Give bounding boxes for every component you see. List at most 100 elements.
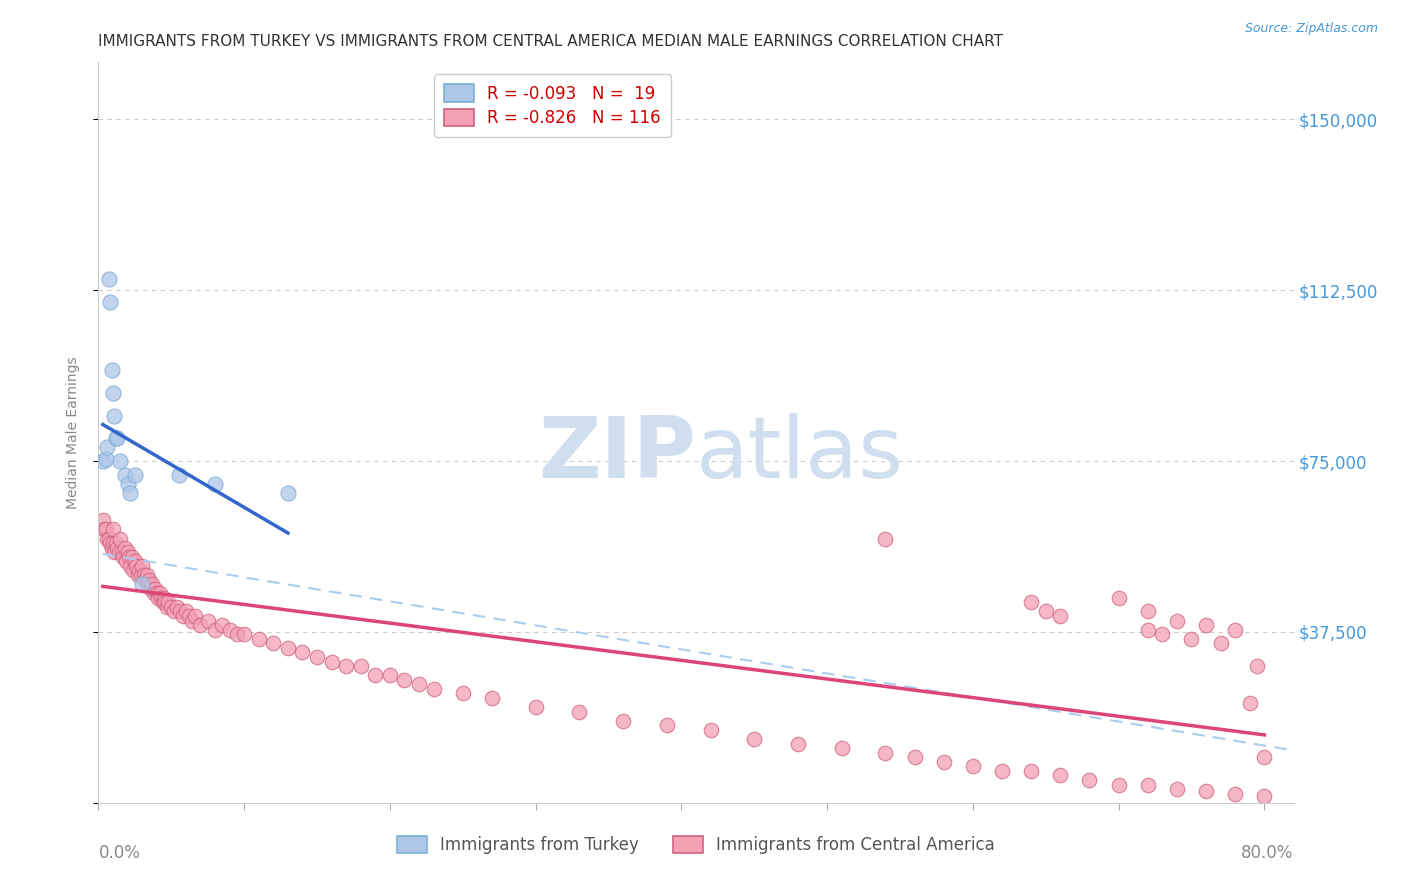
Text: Source: ZipAtlas.com: Source: ZipAtlas.com	[1244, 22, 1378, 36]
Point	[1108, 778, 1130, 792]
Point	[101, 536, 124, 550]
Point	[150, 591, 173, 605]
Point	[149, 586, 172, 600]
Point	[204, 623, 226, 637]
Point	[197, 614, 219, 628]
Point	[1152, 627, 1174, 641]
Point	[110, 532, 132, 546]
Point	[94, 451, 117, 466]
Point	[408, 677, 430, 691]
Point	[124, 467, 146, 482]
Legend: Immigrants from Turkey, Immigrants from Central America: Immigrants from Turkey, Immigrants from …	[391, 830, 1001, 861]
Point	[117, 545, 139, 559]
Point	[131, 558, 153, 573]
Point	[101, 523, 124, 537]
Point	[903, 750, 925, 764]
Point	[131, 577, 153, 591]
Point	[124, 554, 146, 568]
Point	[1166, 782, 1188, 797]
Point	[1253, 750, 1275, 764]
Point	[111, 545, 134, 559]
Point	[1108, 591, 1130, 605]
Point	[262, 636, 284, 650]
Point	[305, 650, 328, 665]
Point	[114, 541, 136, 555]
Text: 0.0%: 0.0%	[98, 844, 141, 862]
Point	[277, 640, 299, 655]
Point	[141, 577, 163, 591]
Point	[1195, 618, 1218, 632]
Point	[174, 604, 197, 618]
Point	[451, 686, 474, 700]
Point	[128, 564, 150, 578]
Point	[204, 476, 226, 491]
Point	[225, 627, 247, 641]
Point	[98, 294, 121, 309]
Point	[114, 467, 136, 482]
Point	[233, 627, 256, 641]
Point	[115, 554, 138, 568]
Point	[1166, 614, 1188, 628]
Point	[129, 568, 152, 582]
Point	[134, 573, 156, 587]
Point	[742, 731, 765, 746]
Point	[1180, 632, 1202, 646]
Point	[103, 545, 125, 559]
Point	[101, 385, 124, 400]
Point	[100, 363, 122, 377]
Point	[422, 681, 444, 696]
Point	[117, 476, 139, 491]
Point	[157, 595, 180, 609]
Point	[108, 545, 131, 559]
Point	[1136, 623, 1159, 637]
Point	[93, 523, 115, 537]
Point	[91, 454, 114, 468]
Point	[145, 586, 167, 600]
Point	[121, 549, 143, 564]
Point	[524, 700, 547, 714]
Point	[122, 564, 145, 578]
Point	[831, 741, 853, 756]
Text: IMMIGRANTS FROM TURKEY VS IMMIGRANTS FROM CENTRAL AMERICA MEDIAN MALE EARNINGS C: IMMIGRANTS FROM TURKEY VS IMMIGRANTS FRO…	[98, 34, 1004, 49]
Point	[136, 577, 159, 591]
Y-axis label: Median Male Earnings: Median Male Earnings	[66, 356, 80, 509]
Point	[1136, 778, 1159, 792]
Point	[180, 614, 202, 628]
Point	[105, 431, 128, 445]
Point	[1246, 659, 1268, 673]
Point	[139, 582, 162, 596]
Point	[350, 659, 373, 673]
Text: 80.0%: 80.0%	[1241, 844, 1294, 862]
Point	[481, 691, 503, 706]
Point	[104, 431, 127, 445]
Point	[875, 746, 897, 760]
Point	[335, 659, 357, 673]
Point	[104, 536, 127, 550]
Point	[321, 655, 343, 669]
Point	[166, 599, 188, 614]
Point	[97, 532, 120, 546]
Point	[787, 737, 810, 751]
Point	[96, 532, 118, 546]
Point	[247, 632, 270, 646]
Text: ZIP: ZIP	[538, 413, 696, 496]
Point	[1239, 696, 1261, 710]
Point	[612, 714, 634, 728]
Point	[112, 549, 135, 564]
Point	[1019, 764, 1042, 778]
Point	[143, 582, 166, 596]
Point	[118, 549, 141, 564]
Point	[1209, 636, 1232, 650]
Point	[96, 441, 118, 455]
Point	[568, 705, 591, 719]
Point	[962, 759, 984, 773]
Point	[183, 609, 205, 624]
Point	[655, 718, 678, 732]
Point	[932, 755, 955, 769]
Point	[378, 668, 401, 682]
Point	[177, 609, 200, 624]
Point	[148, 591, 170, 605]
Point	[1195, 784, 1218, 798]
Point	[100, 541, 122, 555]
Point	[277, 486, 299, 500]
